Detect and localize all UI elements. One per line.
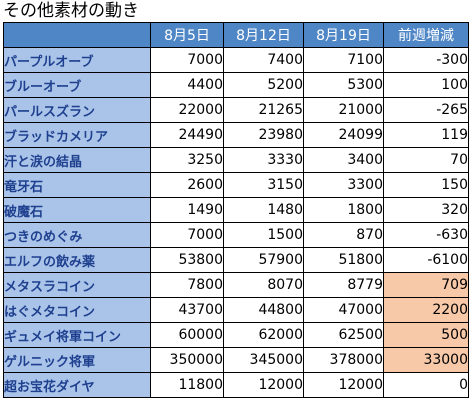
weekly-change-cell: 33000 [383, 347, 469, 373]
weekly-change-cell: 320 [383, 197, 469, 223]
table-row: パープルオーブ 7000 7400 7100 -300 [3, 47, 469, 73]
aug12-value-cell: 5200 [223, 72, 304, 98]
aug19-value-cell: 870 [303, 222, 384, 248]
item-name-cell: 超お宝花ダイヤ [3, 372, 151, 398]
item-name-cell: パープルオーブ [3, 47, 151, 73]
aug12-value-cell: 21265 [223, 97, 304, 123]
header-aug5: 8月5日 [150, 22, 224, 48]
aug5-value-cell: 43700 [150, 297, 224, 323]
aug12-value-cell: 1480 [223, 197, 304, 223]
table-row: ブラッドカメリア 24490 23980 24099 119 [3, 122, 469, 148]
aug19-value-cell: 51800 [303, 247, 384, 273]
header-corner [3, 22, 151, 48]
weekly-change-cell: 0 [383, 372, 469, 398]
weekly-change-cell: 709 [383, 272, 469, 298]
aug5-value-cell: 2600 [150, 172, 224, 198]
aug5-value-cell: 350000 [150, 347, 224, 373]
table-row: ゲルニック将軍 350000 345000 378000 33000 [3, 347, 469, 373]
item-name-cell: ブラッドカメリア [3, 122, 151, 148]
item-name-cell: エルフの飲み薬 [3, 247, 151, 273]
aug19-value-cell: 47000 [303, 297, 384, 323]
item-name-cell: ゲルニック将軍 [3, 347, 151, 373]
aug19-value-cell: 378000 [303, 347, 384, 373]
aug5-value-cell: 4400 [150, 72, 224, 98]
aug5-value-cell: 11800 [150, 372, 224, 398]
aug12-value-cell: 44800 [223, 297, 304, 323]
weekly-change-cell: 150 [383, 172, 469, 198]
item-name-cell: つきのめぐみ [3, 222, 151, 248]
aug19-value-cell: 5300 [303, 72, 384, 98]
aug5-value-cell: 7000 [150, 222, 224, 248]
aug19-value-cell: 1800 [303, 197, 384, 223]
aug19-value-cell: 7100 [303, 47, 384, 73]
header-aug12: 8月12日 [223, 22, 304, 48]
table-row: はぐメタコイン 43700 44800 47000 2200 [3, 297, 469, 323]
aug5-value-cell: 3250 [150, 147, 224, 173]
table-row: メタスラコイン 7800 8070 8779 709 [3, 272, 469, 298]
aug5-value-cell: 1490 [150, 197, 224, 223]
item-name-cell: メタスラコイン [3, 272, 151, 298]
table-row: エルフの飲み薬 53800 57900 51800 -6100 [3, 247, 469, 273]
aug19-value-cell: 21000 [303, 97, 384, 123]
aug5-value-cell: 24490 [150, 122, 224, 148]
aug5-value-cell: 60000 [150, 322, 224, 348]
weekly-change-cell: -6100 [383, 247, 469, 273]
item-name-cell: ギュメイ将軍コイン [3, 322, 151, 348]
aug19-value-cell: 3300 [303, 172, 384, 198]
aug12-value-cell: 62000 [223, 322, 304, 348]
table-row: つきのめぐみ 7000 1500 870 -630 [3, 222, 469, 248]
page-title: その他素材の動き [3, 1, 139, 21]
aug19-value-cell: 3400 [303, 147, 384, 173]
table-row: 竜牙石 2600 3150 3300 150 [3, 172, 469, 198]
aug12-value-cell: 57900 [223, 247, 304, 273]
aug19-value-cell: 62500 [303, 322, 384, 348]
aug12-value-cell: 12000 [223, 372, 304, 398]
table-row: 破魔石 1490 1480 1800 320 [3, 197, 469, 223]
header-weekly-change: 前週増減 [383, 22, 469, 48]
weekly-change-cell: -630 [383, 222, 469, 248]
aug12-value-cell: 7400 [223, 47, 304, 73]
aug12-value-cell: 3150 [223, 172, 304, 198]
weekly-change-cell: -300 [383, 47, 469, 73]
weekly-change-cell: 119 [383, 122, 469, 148]
weekly-change-cell: 2200 [383, 297, 469, 323]
weekly-change-cell: 500 [383, 322, 469, 348]
aug12-value-cell: 3330 [223, 147, 304, 173]
weekly-change-cell: -265 [383, 97, 469, 123]
item-name-cell: はぐメタコイン [3, 297, 151, 323]
table-row: ブルーオーブ 4400 5200 5300 100 [3, 72, 469, 98]
header-row: 8月5日 8月12日 8月19日 前週増減 [3, 22, 469, 48]
weekly-change-cell: 70 [383, 147, 469, 173]
item-name-cell: 破魔石 [3, 197, 151, 223]
aug12-value-cell: 1500 [223, 222, 304, 248]
aug19-value-cell: 8779 [303, 272, 384, 298]
weekly-change-cell: 100 [383, 72, 469, 98]
price-table: 8月5日 8月12日 8月19日 前週増減 パープルオーブ 7000 7400 710… [3, 22, 469, 398]
table-row: パールスズラン 22000 21265 21000 -265 [3, 97, 469, 123]
aug12-value-cell: 23980 [223, 122, 304, 148]
header-aug19: 8月19日 [303, 22, 384, 48]
item-name-cell: ブルーオーブ [3, 72, 151, 98]
item-name-cell: パールスズラン [3, 97, 151, 123]
aug5-value-cell: 7000 [150, 47, 224, 73]
aug5-value-cell: 53800 [150, 247, 224, 273]
item-name-cell: 竜牙石 [3, 172, 151, 198]
aug19-value-cell: 12000 [303, 372, 384, 398]
aug5-value-cell: 22000 [150, 97, 224, 123]
item-name-cell: 汗と涙の結晶 [3, 147, 151, 173]
aug12-value-cell: 8070 [223, 272, 304, 298]
aug12-value-cell: 345000 [223, 347, 304, 373]
table-row: 超お宝花ダイヤ 11800 12000 12000 0 [3, 372, 469, 398]
aug5-value-cell: 7800 [150, 272, 224, 298]
aug19-value-cell: 24099 [303, 122, 384, 148]
table-row: 汗と涙の結晶 3250 3330 3400 70 [3, 147, 469, 173]
table-row: ギュメイ将軍コイン 60000 62000 62500 500 [3, 322, 469, 348]
